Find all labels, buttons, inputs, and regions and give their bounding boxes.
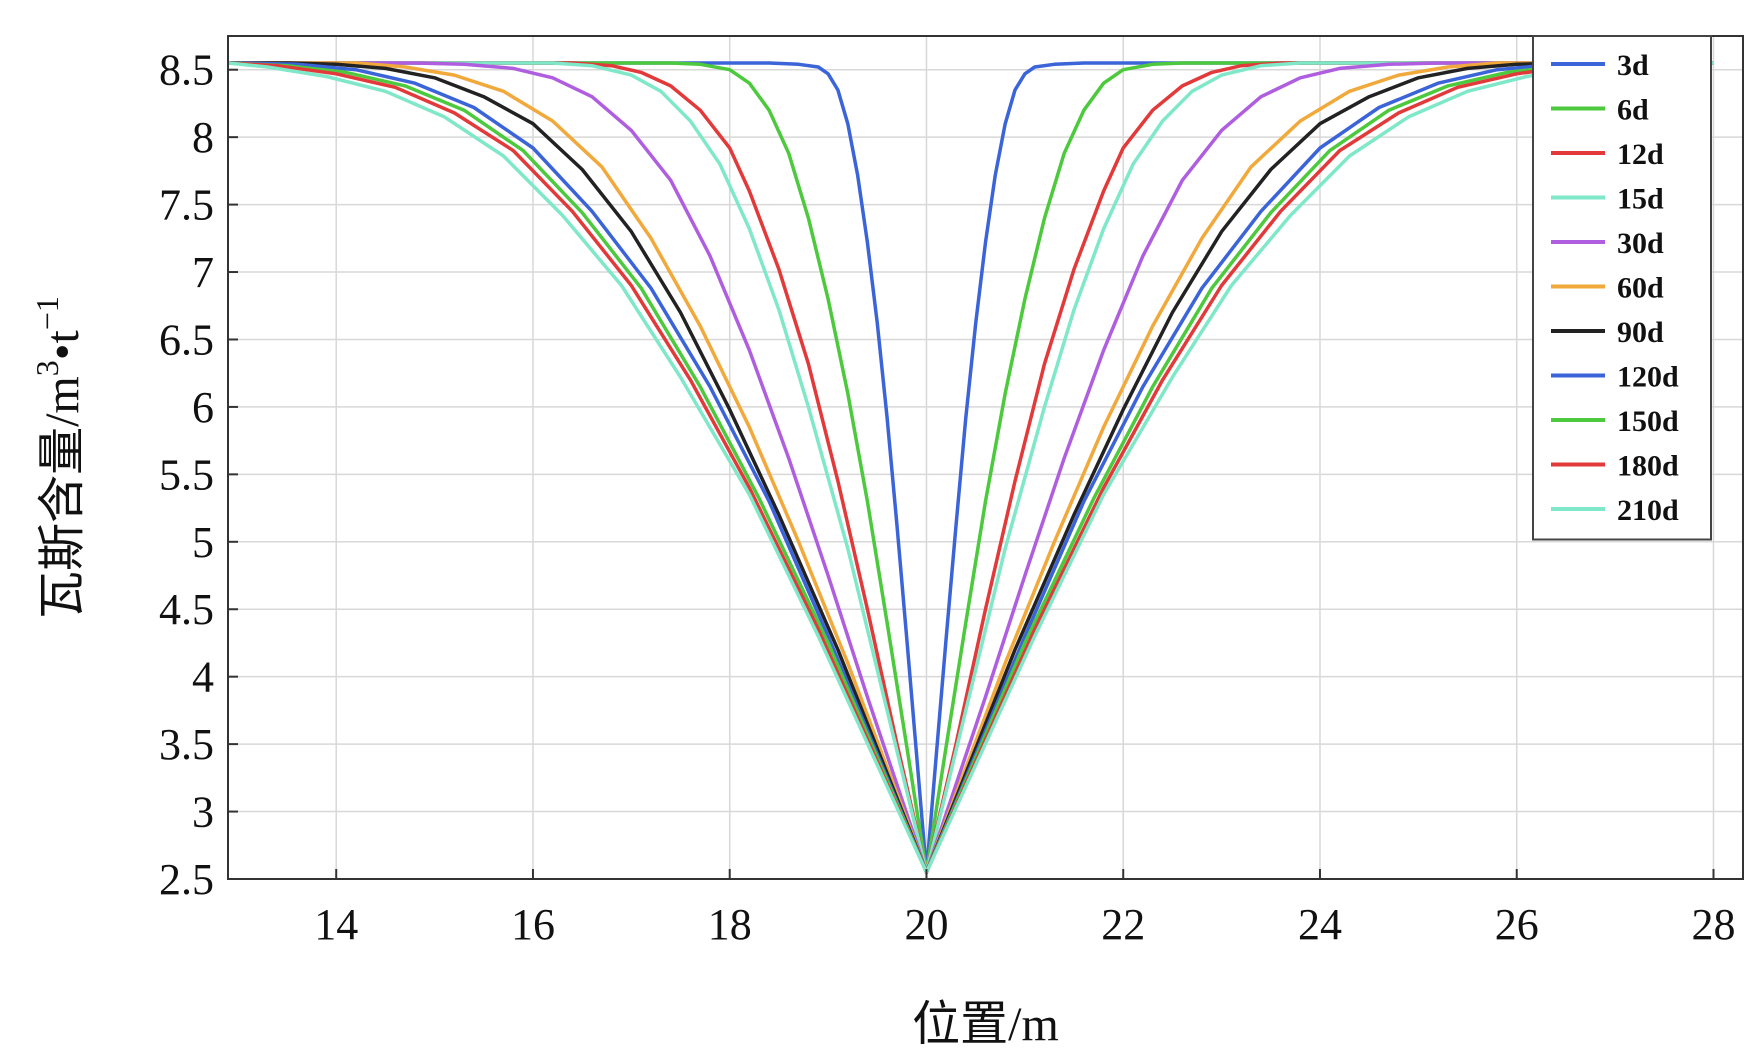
legend: 3d 6d 12d 15d 30d 60d 90d 120d 150d 180d 210d xyxy=(1532,35,1712,541)
legend-label-150d: 150d xyxy=(1617,405,1679,438)
y-tick-label: 3 xyxy=(192,788,214,837)
tick-marks xyxy=(228,68,1715,880)
y-axis-title-sup2: −1 xyxy=(29,296,65,330)
y-tick-label: 5.5 xyxy=(159,450,214,499)
x-tick-label: 26 xyxy=(1495,900,1539,949)
x-tick-label: 16 xyxy=(511,900,555,949)
x-tick-label: 18 xyxy=(708,900,752,949)
y-axis-title-main: 瓦斯含量/m xyxy=(36,376,89,619)
y-tick-label: 4 xyxy=(192,653,214,702)
y-tick-label: 8 xyxy=(192,113,214,162)
legend-label-15d: 15d xyxy=(1617,183,1664,216)
y-axis-title-mid: •t xyxy=(36,329,89,360)
x-tick-label: 22 xyxy=(1101,900,1145,949)
series-line-210d xyxy=(227,61,1714,875)
y-tick-label: 3.5 xyxy=(159,720,214,769)
legend-label-60d: 60d xyxy=(1617,272,1664,305)
y-tick-label: 7.5 xyxy=(159,181,214,230)
y-tick-label: 2.5 xyxy=(159,855,214,904)
legend-label-180d: 180d xyxy=(1617,450,1679,483)
y-tick-labels: 2.5 3 3.5 4 4.5 5 5.5 6 6.5 7 7.5 8 8.5 xyxy=(159,46,214,904)
x-tick-label: 28 xyxy=(1691,900,1735,949)
legend-label-120d: 120d xyxy=(1617,361,1679,394)
plot-frame xyxy=(227,35,1744,880)
y-axis-title-sup1: 3 xyxy=(29,360,65,376)
legend-label-6d: 6d xyxy=(1617,94,1649,127)
legend-label-210d: 210d xyxy=(1617,494,1679,527)
y-tick-label: 8.5 xyxy=(159,46,214,95)
y-axis-title: 瓦斯含量/m3•t−1 xyxy=(29,296,89,619)
x-tick-label: 20 xyxy=(904,900,948,949)
x-tick-labels: 14 16 18 20 22 24 26 28 xyxy=(314,900,1735,949)
legend-label-3d: 3d xyxy=(1617,49,1649,82)
y-tick-label: 6 xyxy=(192,383,214,432)
x-tick-label: 14 xyxy=(314,900,358,949)
x-axis-title: 位置/m xyxy=(912,998,1059,1051)
y-tick-label: 5 xyxy=(192,518,214,567)
legend-label-12d: 12d xyxy=(1617,138,1664,171)
legend-label-30d: 30d xyxy=(1617,227,1664,260)
x-tick-label: 24 xyxy=(1298,900,1342,949)
y-tick-label: 6.5 xyxy=(159,315,214,364)
legend-label-90d: 90d xyxy=(1617,316,1664,349)
y-tick-label: 7 xyxy=(192,248,214,297)
y-tick-label: 4.5 xyxy=(159,585,214,634)
